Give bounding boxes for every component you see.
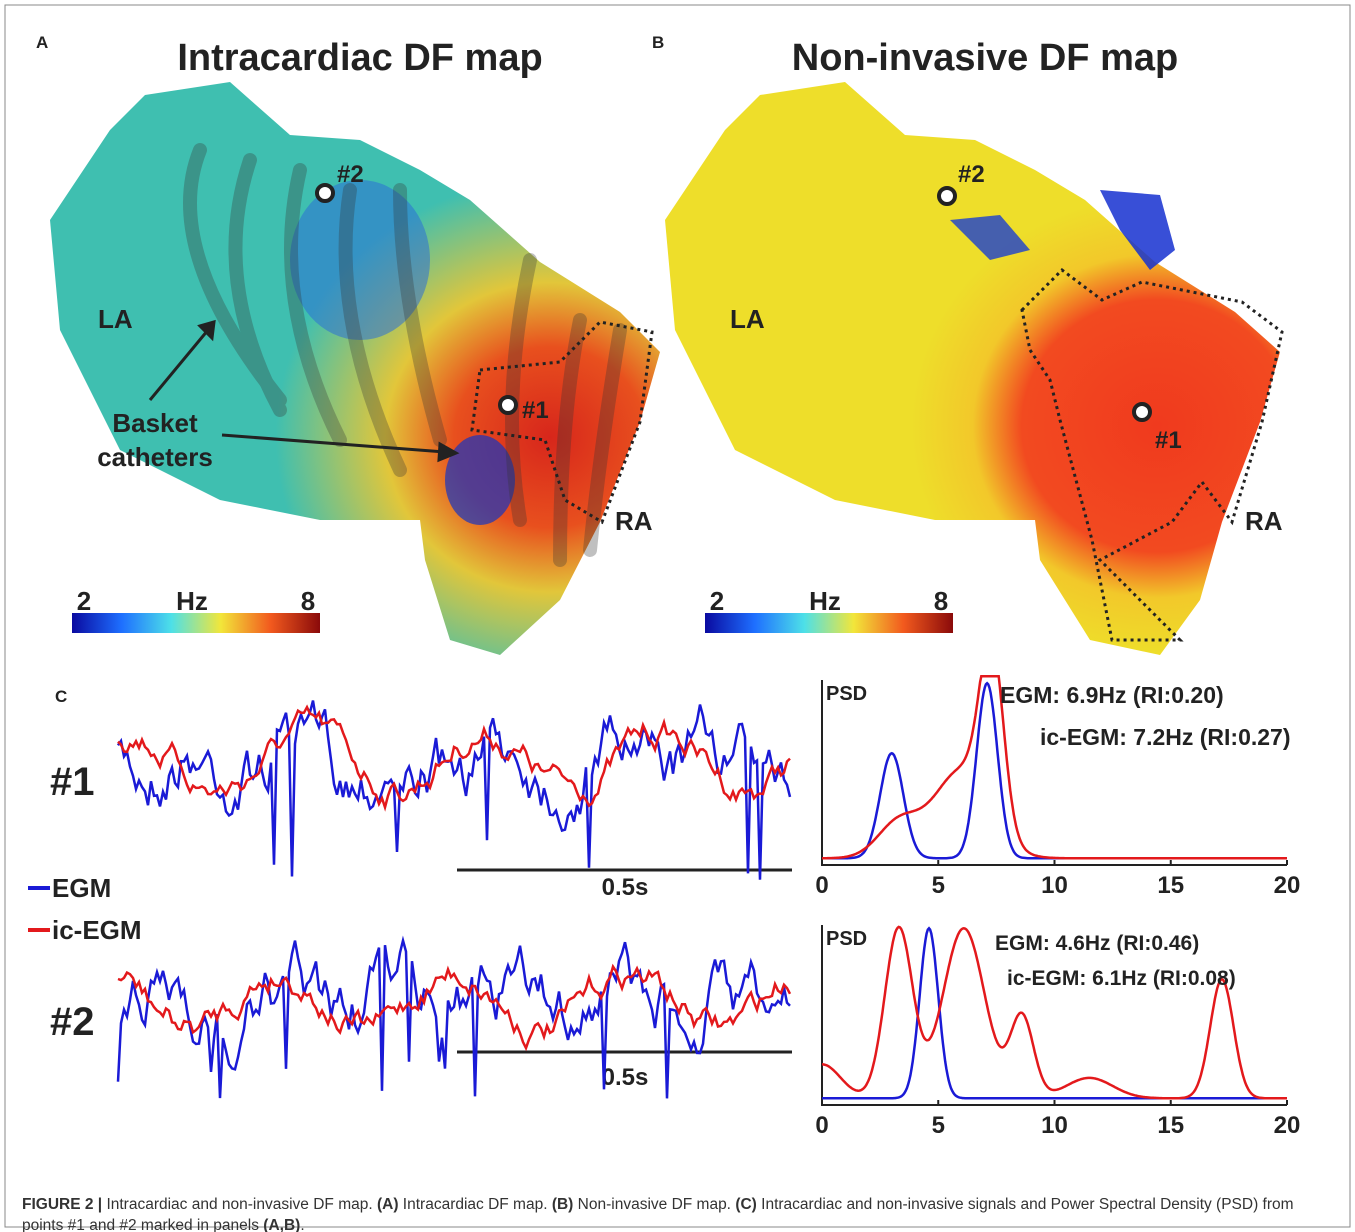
scale-label: 0.5s <box>602 1064 649 1091</box>
map-region <box>445 435 515 525</box>
point-label: #2 <box>337 161 364 188</box>
scale-label: 0.5s <box>602 874 649 901</box>
caption-text: (A) <box>377 1196 399 1213</box>
colorbar <box>705 613 953 633</box>
panel-title: Non-invasive DF map <box>792 37 1178 79</box>
psd-note: ic-EGM: 7.2Hz (RI:0.27) <box>1040 724 1291 750</box>
colorbar-unit: Hz <box>809 586 841 616</box>
psd-note: ic-EGM: 6.1Hz (RI:0.08) <box>1007 967 1236 990</box>
region-label: LA <box>98 304 133 334</box>
colorbar-tick: 8 <box>301 586 315 616</box>
point-marker <box>939 188 955 204</box>
point-label: #1 <box>1155 427 1182 454</box>
caption-text: . <box>300 1217 304 1232</box>
row-label: #2 <box>50 1000 95 1044</box>
figure-canvas: A Intracardiac DF map #2 #1 LA RA Basket… <box>0 0 1355 1232</box>
caption-text: (A,B) <box>263 1217 300 1232</box>
y-label: PSD <box>826 683 867 705</box>
x-tick-label: 20 <box>1274 1112 1301 1139</box>
x-tick-label: 10 <box>1041 1112 1068 1139</box>
psd-note: EGM: 6.9Hz (RI:0.20) <box>1000 682 1224 708</box>
colorbar-tick: 2 <box>77 586 91 616</box>
panel-label: C <box>55 687 67 706</box>
x-tick-label: 0 <box>815 1112 828 1139</box>
panel-label: A <box>36 33 48 52</box>
psd-curve <box>822 683 1287 858</box>
x-tick-label: 5 <box>932 872 945 899</box>
x-tick-label: 5 <box>932 1112 945 1139</box>
region-label: LA <box>730 304 765 334</box>
point-marker <box>1134 404 1150 420</box>
callout: catheters <box>97 442 213 472</box>
caption-text: (B) <box>552 1196 574 1213</box>
caption-text: Intracardiac and non-invasive DF map. <box>102 1196 377 1213</box>
region-label: RA <box>615 506 653 536</box>
x-tick-label: 10 <box>1041 872 1068 899</box>
caption-text: Non-invasive DF map. <box>573 1196 735 1213</box>
colorbar <box>72 613 320 633</box>
x-tick-label: 0 <box>815 872 828 899</box>
colorbar-tick: 2 <box>710 586 724 616</box>
point-label: #2 <box>958 161 985 188</box>
point-marker <box>500 397 516 413</box>
caption-text: FIGURE 2 | <box>22 1196 102 1213</box>
signal-trace <box>118 707 790 807</box>
legend-label: EGM <box>52 873 111 903</box>
legend-label: ic-EGM <box>52 915 142 945</box>
x-tick-label: 20 <box>1274 872 1301 899</box>
caption-text: Intracardiac DF map. <box>399 1196 552 1213</box>
y-label: PSD <box>826 928 867 950</box>
colorbar-unit: Hz <box>176 586 208 616</box>
colorbar-tick: 8 <box>934 586 948 616</box>
panel-label: B <box>652 33 664 52</box>
region-label: RA <box>1245 506 1283 536</box>
caption: FIGURE 2 | Intracardiac and non-invasive… <box>22 1194 1337 1232</box>
point-label: #1 <box>522 397 549 424</box>
callout: Basket <box>112 408 198 438</box>
caption-text: (C) <box>735 1196 757 1213</box>
psd-note: EGM: 4.6Hz (RI:0.46) <box>995 932 1199 955</box>
figure: A Intracardiac DF map #2 #1 LA RA Basket… <box>0 0 1355 1232</box>
panel-title: Intracardiac DF map <box>177 37 542 79</box>
x-tick-label: 15 <box>1157 1112 1184 1139</box>
row-label: #1 <box>50 760 95 804</box>
signal-trace <box>118 941 790 1099</box>
x-tick-label: 15 <box>1157 872 1184 899</box>
point-marker <box>317 185 333 201</box>
